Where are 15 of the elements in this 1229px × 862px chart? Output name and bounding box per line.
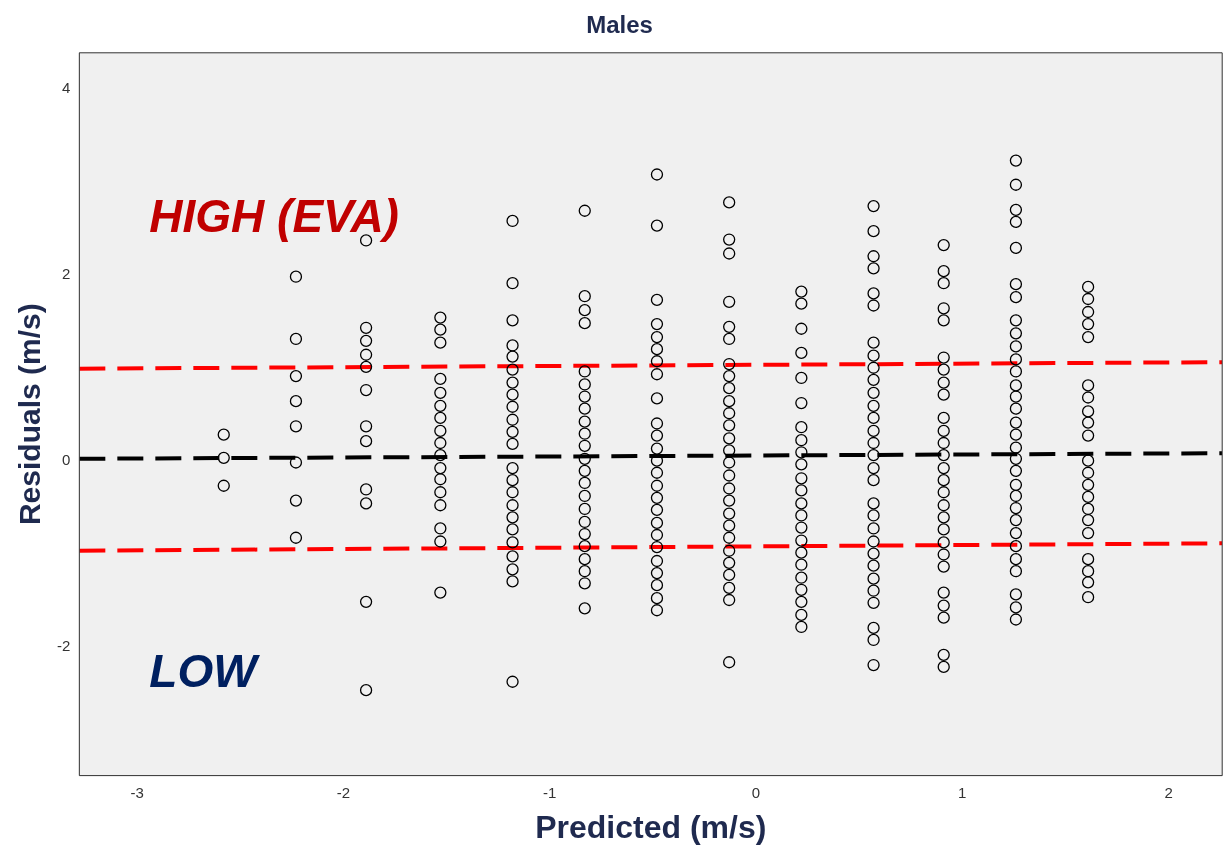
annotation: LOW — [149, 645, 261, 698]
x-axis-title: Predicted (m/s) — [535, 808, 767, 845]
x-tick-label: -1 — [543, 783, 557, 801]
annotation: HIGH (EVA) — [149, 189, 399, 242]
x-tick-label: 1 — [958, 783, 967, 801]
chart-title: Males — [586, 11, 653, 39]
x-tick-label: 2 — [1164, 783, 1173, 801]
y-tick-label: 0 — [61, 450, 71, 468]
y-tick-label: 4 — [61, 79, 71, 97]
y-tick-label: 2 — [61, 264, 71, 282]
x-tick-label: 0 — [751, 783, 761, 801]
x-tick-label: -2 — [336, 783, 351, 801]
y-tick-label: -2 — [56, 636, 71, 654]
y-axis-title: Residuals (m/s) — [13, 303, 47, 526]
x-tick-label: -3 — [130, 783, 144, 801]
